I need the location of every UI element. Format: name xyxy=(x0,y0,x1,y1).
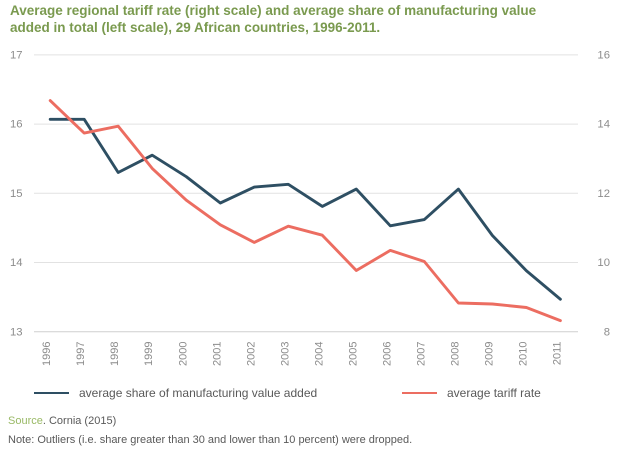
svg-text:15: 15 xyxy=(10,188,23,200)
svg-text:2004: 2004 xyxy=(313,342,325,366)
svg-text:14: 14 xyxy=(10,257,23,269)
svg-text:14: 14 xyxy=(597,119,610,131)
svg-text:13: 13 xyxy=(10,326,23,338)
svg-text:2007: 2007 xyxy=(415,342,427,366)
svg-text:2009: 2009 xyxy=(483,342,495,366)
svg-text:1999: 1999 xyxy=(143,342,155,366)
svg-text:2001: 2001 xyxy=(211,342,223,366)
svg-text:12: 12 xyxy=(597,188,610,200)
svg-text:17: 17 xyxy=(10,50,23,62)
svg-text:2010: 2010 xyxy=(517,342,529,366)
svg-text:2003: 2003 xyxy=(279,342,291,366)
svg-text:2008: 2008 xyxy=(449,342,461,366)
svg-text:2005: 2005 xyxy=(347,342,359,366)
svg-text:1997: 1997 xyxy=(75,342,87,366)
svg-text:8: 8 xyxy=(604,326,610,338)
svg-text:10: 10 xyxy=(597,257,610,269)
svg-text:16: 16 xyxy=(597,50,610,62)
svg-text:2011: 2011 xyxy=(551,342,563,366)
svg-text:2000: 2000 xyxy=(177,342,189,366)
svg-text:16: 16 xyxy=(10,119,23,131)
svg-text:2002: 2002 xyxy=(245,342,257,366)
svg-text:2006: 2006 xyxy=(381,342,393,366)
svg-text:1998: 1998 xyxy=(109,342,121,366)
svg-text:1996: 1996 xyxy=(41,342,53,366)
